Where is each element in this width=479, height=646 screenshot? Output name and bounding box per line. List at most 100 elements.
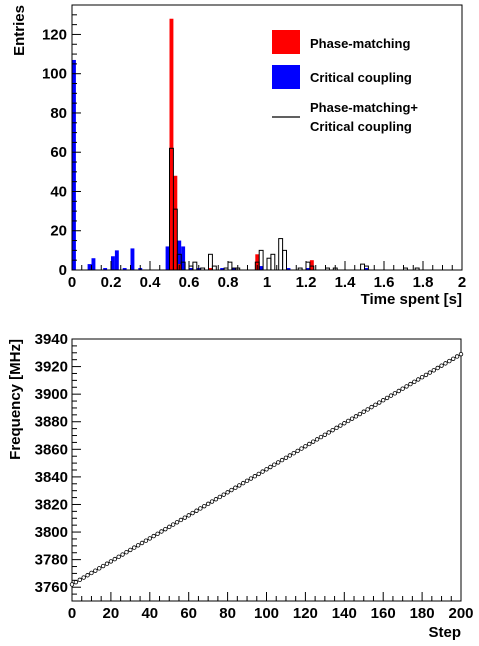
histogram-bar: [306, 268, 310, 270]
histogram-x-tick-label: 1.4: [335, 274, 357, 291]
frequency-point: [194, 508, 199, 513]
frequency-point: [233, 485, 238, 490]
frequency-point: [128, 547, 133, 553]
phase-matching-bars: [169, 18, 314, 270]
frequency-point: [143, 538, 149, 543]
frequency-point: [186, 513, 191, 518]
histogram-x-ticks: 0 0.2 0.4 0.6 0.8 1 1.2 1.4 1.6 1.8 2: [68, 261, 466, 291]
legend-label-combined-line2: Critical coupling: [310, 119, 412, 134]
frequency-point: [108, 559, 114, 564]
histogram-bar: [122, 268, 127, 270]
frequency-point: [381, 398, 386, 403]
frequency-point: [447, 358, 452, 364]
histogram-y-tick-label: 20: [50, 223, 67, 240]
frequency-point: [287, 453, 293, 458]
frequency-point: [388, 393, 394, 398]
frequency-point: [268, 464, 273, 470]
histogram-bar: [231, 268, 236, 270]
frequency-point: [400, 386, 405, 391]
frequency-point: [213, 497, 219, 502]
histogram-y-tick-label: 60: [50, 144, 67, 161]
frequency-point: [256, 471, 261, 477]
legend-label-combined-line1: Phase-matching+: [310, 100, 418, 115]
frequency-point: [419, 375, 425, 380]
frequency-x-tick-label: 40: [141, 605, 158, 622]
frequency-point: [384, 395, 390, 401]
frequency-point: [451, 356, 456, 361]
frequency-y-tick-label: 3840: [35, 469, 68, 486]
frequency-y-ticks: 3760 3780 3800 3820 3840 3860 3880 3900 3920 3940: [35, 331, 81, 602]
histogram-bar: [130, 248, 135, 270]
frequency-x-tick-label: 0: [68, 605, 76, 622]
histogram-bar: [192, 261, 198, 271]
frequency-point: [132, 545, 137, 550]
frequency-point: [124, 550, 129, 555]
frequency-point: [303, 444, 308, 449]
frequency-point: [260, 469, 265, 474]
frequency-point: [85, 573, 90, 578]
frequency-point: [408, 381, 413, 387]
frequency-point: [151, 533, 156, 539]
frequency-point: [155, 531, 160, 536]
frequency-point: [361, 409, 366, 414]
frequency-point: [404, 384, 409, 389]
frequency-point: [291, 450, 296, 456]
histogram-x-tick-label: 1.6: [374, 274, 395, 291]
frequency-y-tick-label: 3760: [35, 579, 68, 596]
frequency-point: [435, 365, 440, 371]
frequency-x-tick-label: 20: [103, 605, 120, 622]
frequency-point: [443, 361, 448, 366]
frequency-point: [349, 416, 355, 421]
frequency-y-tick-label: 3900: [35, 386, 68, 403]
legend-label-phase-matching: Phase-matching: [310, 36, 410, 51]
histogram-panel: 0 0.2 0.4 0.6 0.8 1 1.2 1.4 1.6 1.8 2 0 20 40 60 80 100…: [11, 4, 466, 308]
frequency-x-axis-title: Step: [428, 624, 461, 641]
frequency-point: [120, 552, 125, 557]
frequency-point: [104, 561, 110, 566]
histogram-bar: [114, 250, 119, 270]
frequency-point: [431, 368, 436, 373]
histogram-x-tick-label: 2: [458, 274, 466, 291]
frequency-point: [81, 575, 86, 580]
histogram-bar: [169, 18, 174, 270]
frequency-point: [221, 492, 226, 497]
histogram-x-tick-label: 0.4: [140, 274, 162, 291]
frequency-point: [439, 363, 444, 368]
histogram-y-tick-label: 40: [50, 183, 67, 200]
histogram-bar: [165, 246, 170, 270]
frequency-x-tick-label: 80: [219, 605, 236, 622]
frequency-point: [178, 517, 184, 523]
histogram-bar: [72, 59, 76, 271]
frequency-point: [205, 501, 211, 507]
histogram-y-tick-label: 0: [59, 262, 67, 279]
frequency-point: [369, 404, 374, 410]
frequency-point: [310, 439, 316, 444]
frequency-point: [326, 430, 331, 435]
frequency-x-ticks: 0 20 40 60 80 100 120 140 160 180 200: [68, 592, 474, 622]
frequency-x-tick-label: 120: [293, 605, 318, 622]
frequency-x-tick-label: 60: [180, 605, 197, 622]
histogram-bar: [270, 253, 276, 271]
histogram-bar: [111, 256, 115, 270]
frequency-point: [334, 425, 339, 431]
histogram-y-tick-label: 120: [42, 26, 67, 43]
frequency-point: [307, 441, 312, 447]
histogram-bar: [189, 268, 193, 270]
frequency-point: [170, 522, 176, 527]
histogram-y-tick-label: 80: [50, 105, 67, 122]
frequency-point: [97, 566, 102, 571]
frequency-y-axis-title: Frequency [MHz]: [7, 339, 24, 460]
histogram-bar: [103, 268, 108, 270]
histogram-bar: [278, 238, 284, 271]
frequency-point: [93, 568, 98, 573]
histogram-bar: [87, 264, 92, 270]
histogram-x-tick-label: 0.6: [179, 274, 200, 291]
histogram-bar: [208, 253, 213, 271]
critical-coupling-bars: [72, 59, 369, 271]
frequency-y-tick-label: 3820: [35, 496, 68, 513]
legend-label-critical-coupling: Critical coupling: [310, 70, 412, 85]
frequency-point: [454, 354, 460, 359]
frequency-point: [248, 476, 254, 481]
frequency-point: [338, 423, 343, 428]
